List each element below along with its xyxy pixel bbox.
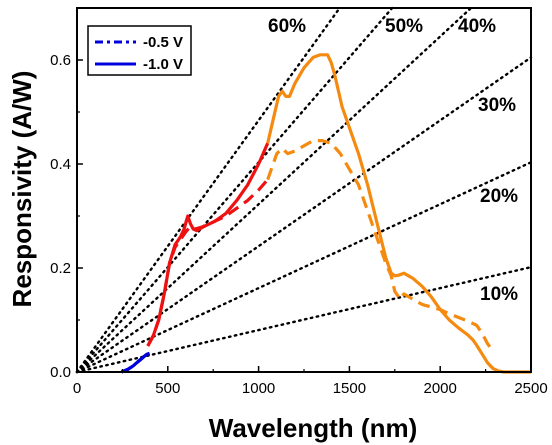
eff-label-30: 30% (478, 95, 516, 116)
x-tick-label-3: 1500 (333, 380, 366, 397)
eff-line-0 (75, 6, 341, 374)
y-tick-label-1: 0.2 (50, 260, 71, 277)
x-axis: 0 500 1000 1500 2000 2500 (73, 366, 548, 397)
series-line-1-1 (146, 178, 269, 347)
y-tick-label-2: 0.4 (50, 156, 71, 173)
x-axis-title: Wavelength (nm) (209, 413, 417, 443)
x-tick-label-4: 2000 (424, 380, 457, 397)
eff-label-40: 40% (458, 16, 496, 37)
efficiency-labels: 60% 50% 40% 30% 20% 10% (268, 16, 518, 305)
eff-line-3 (75, 56, 533, 374)
legend-label-1: -1.0 V (143, 56, 183, 73)
series-line-1-0 (120, 351, 151, 374)
series-line-0-2 (266, 53, 531, 374)
x-tick-label-2: 1000 (242, 380, 275, 397)
legend-label-0: -0.5 V (143, 34, 183, 51)
eff-label-20: 20% (480, 186, 518, 207)
eff-line-1 (75, 6, 394, 374)
eff-label-10: 10% (480, 284, 518, 305)
eff-label-60: 60% (268, 16, 306, 37)
eff-line-4 (75, 161, 533, 374)
series-line-0-1 (146, 142, 270, 347)
series-line-1-2 (266, 139, 495, 353)
y-axis: 0.0 0.2 0.4 0.6 (50, 52, 83, 381)
eff-line-2 (75, 6, 473, 374)
y-axis-title: Responsivity (A/W) (7, 71, 37, 308)
legend: -0.5 V -1.0 V (87, 25, 192, 76)
x-tick-label-1: 500 (155, 380, 180, 397)
x-tick-label-5: 2500 (514, 380, 547, 397)
efficiency-lines (75, 6, 533, 374)
eff-line-5 (75, 265, 533, 374)
y-tick-label-3: 0.6 (50, 52, 71, 69)
y-tick-label-0: 0.0 (50, 364, 71, 381)
data-series (120, 53, 531, 374)
legend-box (87, 25, 192, 76)
eff-label-50: 50% (385, 16, 423, 37)
x-tick-label-0: 0 (73, 380, 81, 397)
